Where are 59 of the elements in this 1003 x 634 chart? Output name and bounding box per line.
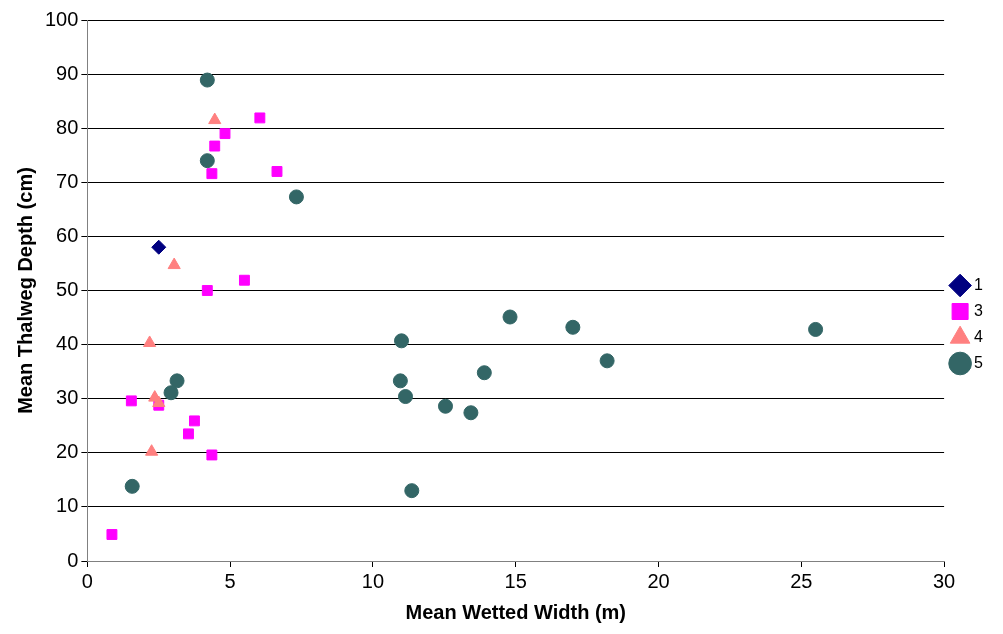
point xyxy=(106,529,118,540)
point xyxy=(199,153,215,169)
point xyxy=(151,239,167,255)
y-tick-label: 90 xyxy=(56,61,79,84)
point xyxy=(167,257,181,270)
y-tick-label: 0 xyxy=(67,548,79,571)
point xyxy=(125,395,137,407)
y-tick-label: 70 xyxy=(56,169,79,192)
y-tick-label: 40 xyxy=(56,332,79,355)
y-tick-label: 20 xyxy=(56,440,79,463)
point xyxy=(189,415,200,427)
point xyxy=(392,373,408,389)
point xyxy=(183,428,194,440)
x-tick-label: 5 xyxy=(224,569,236,592)
point xyxy=(565,319,581,335)
point xyxy=(437,398,453,414)
point xyxy=(238,274,250,286)
y-tick-label: 50 xyxy=(56,278,79,301)
point xyxy=(394,333,409,349)
x-tick-label: 30 xyxy=(932,569,956,592)
x-tick-label: 0 xyxy=(81,569,93,592)
y-tick-label: 60 xyxy=(56,223,79,246)
point xyxy=(463,405,479,421)
point xyxy=(599,353,615,369)
point xyxy=(209,140,221,152)
y-axis-title: Mean Thalweg Depth (cm) xyxy=(13,167,36,414)
point xyxy=(199,72,215,88)
point xyxy=(206,449,218,461)
point xyxy=(206,168,218,180)
y-tick-label: 100 xyxy=(44,7,79,30)
x-tick-label: 25 xyxy=(790,569,813,592)
point xyxy=(143,335,157,347)
point xyxy=(201,285,213,296)
point xyxy=(288,189,304,205)
point xyxy=(502,309,518,325)
legend-label: 4 xyxy=(974,327,984,345)
point xyxy=(404,483,420,499)
point xyxy=(398,389,413,405)
y-tick-label: 10 xyxy=(56,494,79,517)
point xyxy=(152,395,166,408)
x-tick-label: 20 xyxy=(647,569,670,592)
y-tick-label: 80 xyxy=(56,115,79,138)
point xyxy=(163,385,179,401)
legend-label: 3 xyxy=(974,301,984,319)
point xyxy=(254,112,266,124)
x-tick-label: 15 xyxy=(504,569,527,592)
point xyxy=(145,444,159,456)
point xyxy=(208,112,222,125)
x-tick-label: 10 xyxy=(361,569,385,592)
point xyxy=(169,373,185,389)
point xyxy=(124,478,140,494)
y-tick-label: 30 xyxy=(56,386,79,409)
point xyxy=(271,166,283,177)
point xyxy=(219,128,231,140)
legend-label: 5 xyxy=(974,353,984,371)
point xyxy=(808,321,824,337)
point xyxy=(476,365,492,381)
legend-label: 1 xyxy=(974,275,984,293)
x-axis-title: Mean Wetted Width (m) xyxy=(405,600,627,623)
